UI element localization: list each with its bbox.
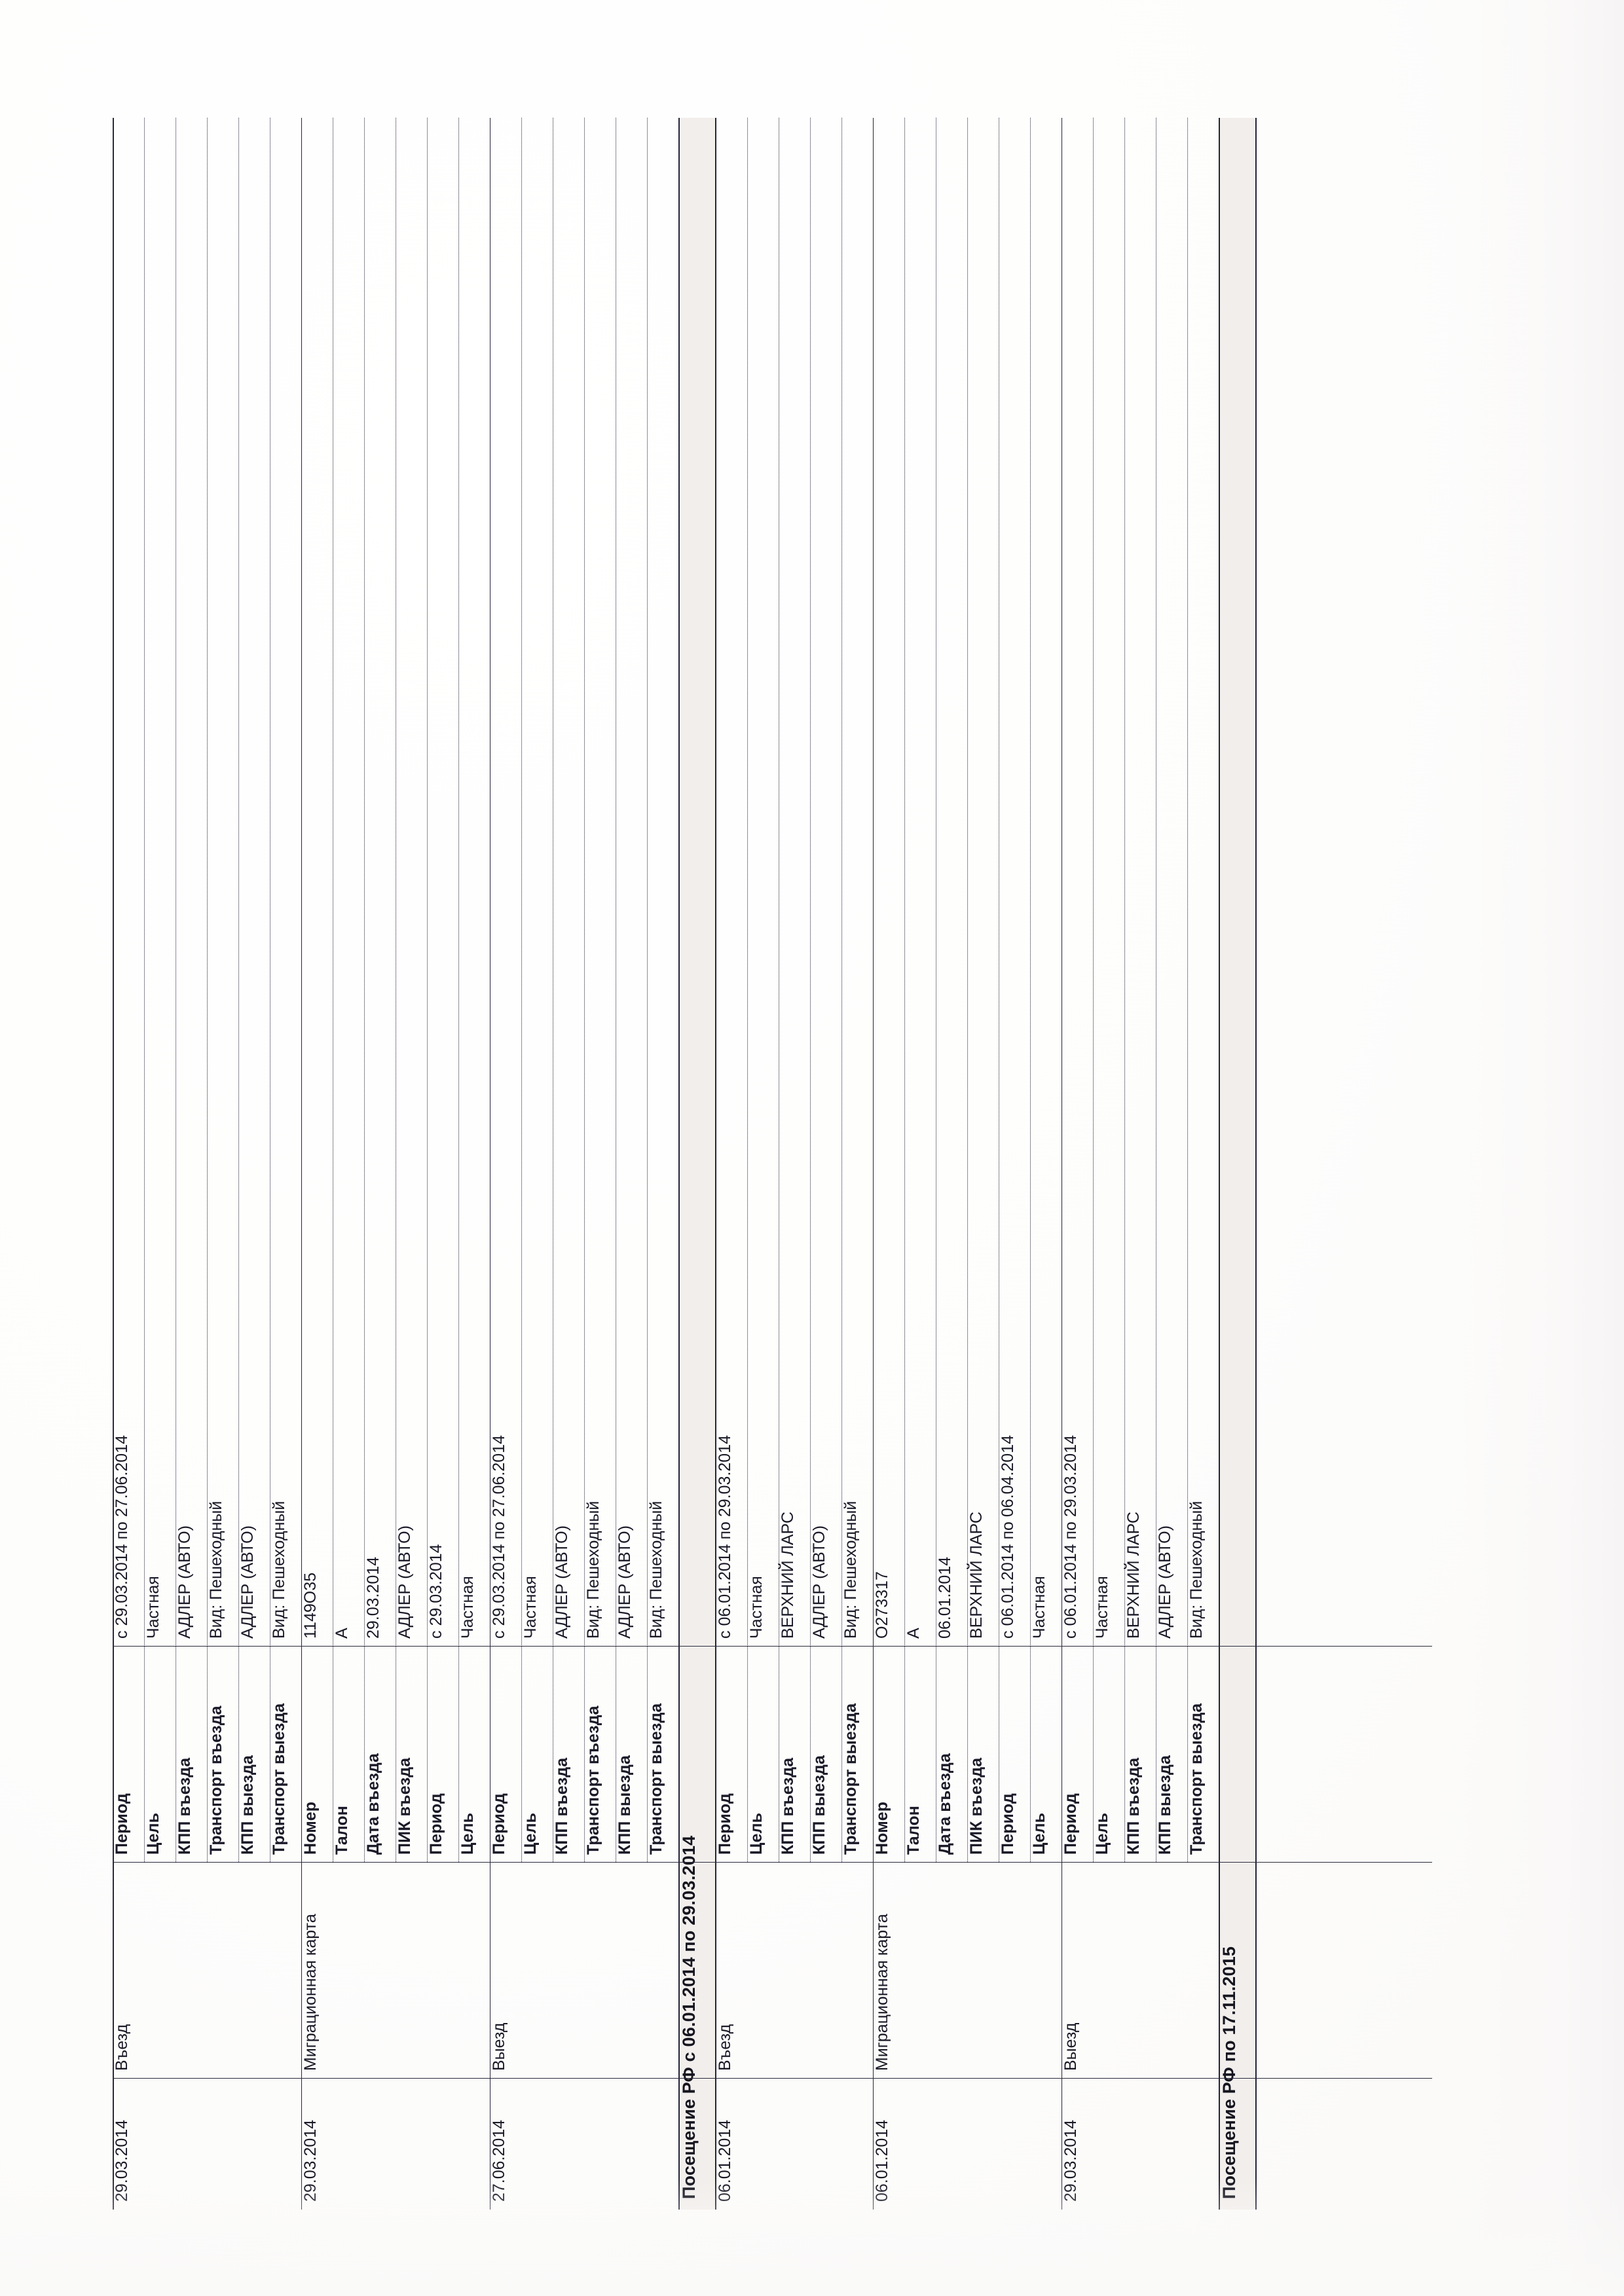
- field-label: КПП выезда: [810, 1647, 842, 1863]
- field-value: ВЕРХНИЙ ЛАРС: [967, 118, 999, 1647]
- field-value: Вид: Пешеходный: [207, 118, 239, 1647]
- field-label: Период: [999, 1647, 1031, 1863]
- field-label: Цель: [1030, 1647, 1062, 1863]
- field-value: О273317: [873, 118, 905, 1647]
- field-label: Номер: [301, 1647, 333, 1863]
- field-value: АДЛЕР (АВТО): [175, 118, 208, 1647]
- field-label: Транспорт выезда: [270, 1647, 302, 1863]
- table-row: 27.06.2014 Выезд Период с 29.03.2014 по …: [490, 118, 679, 2210]
- field-label: КПП въезда: [553, 1647, 585, 1863]
- field-label: Цель: [144, 1647, 176, 1863]
- field-label: КПП выезда: [1156, 1647, 1188, 1863]
- field-value: 1149О35: [301, 118, 333, 1647]
- field-value: с 29.03.2014 по 27.06.2014: [113, 118, 145, 1647]
- group-date: 29.03.2014: [1061, 2079, 1219, 2210]
- field-label: Талон: [333, 1647, 365, 1863]
- rotated-document-sheet: 29.03.2014 Въезд Период с 29.03.2014 по …: [113, 16, 1475, 2210]
- section-banner: Посещение РФ по 17.11.2015: [1219, 118, 1256, 2210]
- field-value: Вид: Пешеходный: [584, 118, 616, 1647]
- field-label: КПП въезда: [779, 1647, 811, 1863]
- field-value: 06.01.2014: [936, 118, 968, 1647]
- field-label: ПИК въезда: [967, 1647, 999, 1863]
- field-value: с 06.01.2014 по 06.04.2014: [999, 118, 1031, 1647]
- group-kind: Миграционная карта: [301, 1863, 490, 2079]
- group-date: 27.06.2014: [490, 2079, 679, 2210]
- field-value: ВЕРХНИЙ ЛАРС: [1124, 118, 1156, 1647]
- field-label: КПП въезда: [175, 1647, 208, 1863]
- field-value: Вид: Пешеходный: [1187, 118, 1219, 1647]
- column-divider-date: [113, 2078, 1432, 2079]
- field-label: Период: [716, 1647, 748, 1863]
- table-row: 06.01.2014 Миграционная карта Номер О273…: [873, 118, 1062, 2210]
- field-label: КПП выезда: [616, 1647, 648, 1863]
- field-value: Частная: [144, 118, 176, 1647]
- field-label: Транспорт выезда: [841, 1647, 874, 1863]
- field-value: Частная: [747, 118, 779, 1647]
- table-row: 06.01.2014 Въезд Период с 06.01.2014 по …: [716, 118, 874, 2210]
- group-kind: Выезд: [1061, 1863, 1219, 2079]
- field-label: Номер: [873, 1647, 905, 1863]
- field-value: с 06.01.2014 по 29.03.2014: [1061, 118, 1094, 1647]
- table-row: 29.03.2014 Въезд Период с 29.03.2014 по …: [113, 118, 302, 2210]
- group-kind: Миграционная карта: [873, 1863, 1062, 2079]
- table-row: 29.03.2014 Миграционная карта Номер 1149…: [301, 118, 490, 2210]
- field-label: Период: [490, 1647, 522, 1863]
- field-label: Транспорт выезда: [647, 1647, 679, 1863]
- field-value: А: [333, 118, 365, 1647]
- field-label: Период: [427, 1647, 459, 1863]
- field-value: 29.03.2014: [364, 118, 396, 1647]
- group-kind: Выезд: [490, 1863, 679, 2079]
- group-date: 29.03.2014: [301, 2079, 490, 2210]
- field-value: Частная: [458, 118, 490, 1647]
- crossings-table: 29.03.2014 Въезд Период с 29.03.2014 по …: [113, 118, 1257, 2210]
- group-date: 06.01.2014: [873, 2079, 1062, 2210]
- field-label: Талон: [904, 1647, 936, 1863]
- field-label: Транспорт выезда: [1187, 1647, 1219, 1863]
- field-label: Цель: [521, 1647, 553, 1863]
- field-label: Транспорт въезда: [584, 1647, 616, 1863]
- field-value: Вид: Пешеходный: [647, 118, 679, 1647]
- field-value: АДЛЕР (АВТО): [238, 118, 270, 1647]
- field-value: АДЛЕР (АВТО): [1156, 118, 1188, 1647]
- column-divider-kind: [113, 1862, 1432, 1863]
- field-value: АДЛЕР (АВТО): [810, 118, 842, 1647]
- field-value: А: [904, 118, 936, 1647]
- field-label: КПП выезда: [238, 1647, 270, 1863]
- field-value: АДЛЕР (АВТО): [396, 118, 428, 1647]
- field-label: ПИК въезда: [396, 1647, 428, 1863]
- group-date: 06.01.2014: [716, 2079, 874, 2210]
- field-label: Дата въезда: [364, 1647, 396, 1863]
- field-label: Цель: [747, 1647, 779, 1863]
- group-kind: Въезд: [716, 1863, 874, 2079]
- field-value: Частная: [1093, 118, 1125, 1647]
- field-value: с 06.01.2014 по 29.03.2014: [716, 118, 748, 1647]
- field-value: с 29.03.2014: [427, 118, 459, 1647]
- field-label: Период: [113, 1647, 145, 1863]
- field-value: с 29.03.2014 по 27.06.2014: [490, 118, 522, 1647]
- section-banner-label: Посещение РФ с 06.01.2014 по 29.03.2014: [679, 118, 716, 2210]
- section-banner: Посещение РФ с 06.01.2014 по 29.03.2014: [679, 118, 716, 2210]
- column-divider-label: [113, 1646, 1432, 1647]
- field-value: ВЕРХНИЙ ЛАРС: [779, 118, 811, 1647]
- table-row: 29.03.2014 Выезд Период с 06.01.2014 по …: [1061, 118, 1219, 2210]
- field-value: Вид: Пешеходный: [270, 118, 302, 1647]
- field-label: КПП въезда: [1124, 1647, 1156, 1863]
- field-value: Вид: Пешеходный: [841, 118, 874, 1647]
- field-value: Частная: [521, 118, 553, 1647]
- field-label: Транспорт въезда: [207, 1647, 239, 1863]
- field-label: Период: [1061, 1647, 1094, 1863]
- field-value: Частная: [1030, 118, 1062, 1647]
- group-date: 29.03.2014: [113, 2079, 302, 2210]
- field-label: Цель: [1093, 1647, 1125, 1863]
- field-value: АДЛЕР (АВТО): [616, 118, 648, 1647]
- field-label: Дата въезда: [936, 1647, 968, 1863]
- section-banner-label: Посещение РФ по 17.11.2015: [1219, 118, 1256, 2210]
- field-value: АДЛЕР (АВТО): [553, 118, 585, 1647]
- field-label: Цель: [458, 1647, 490, 1863]
- group-kind: Въезд: [113, 1863, 302, 2079]
